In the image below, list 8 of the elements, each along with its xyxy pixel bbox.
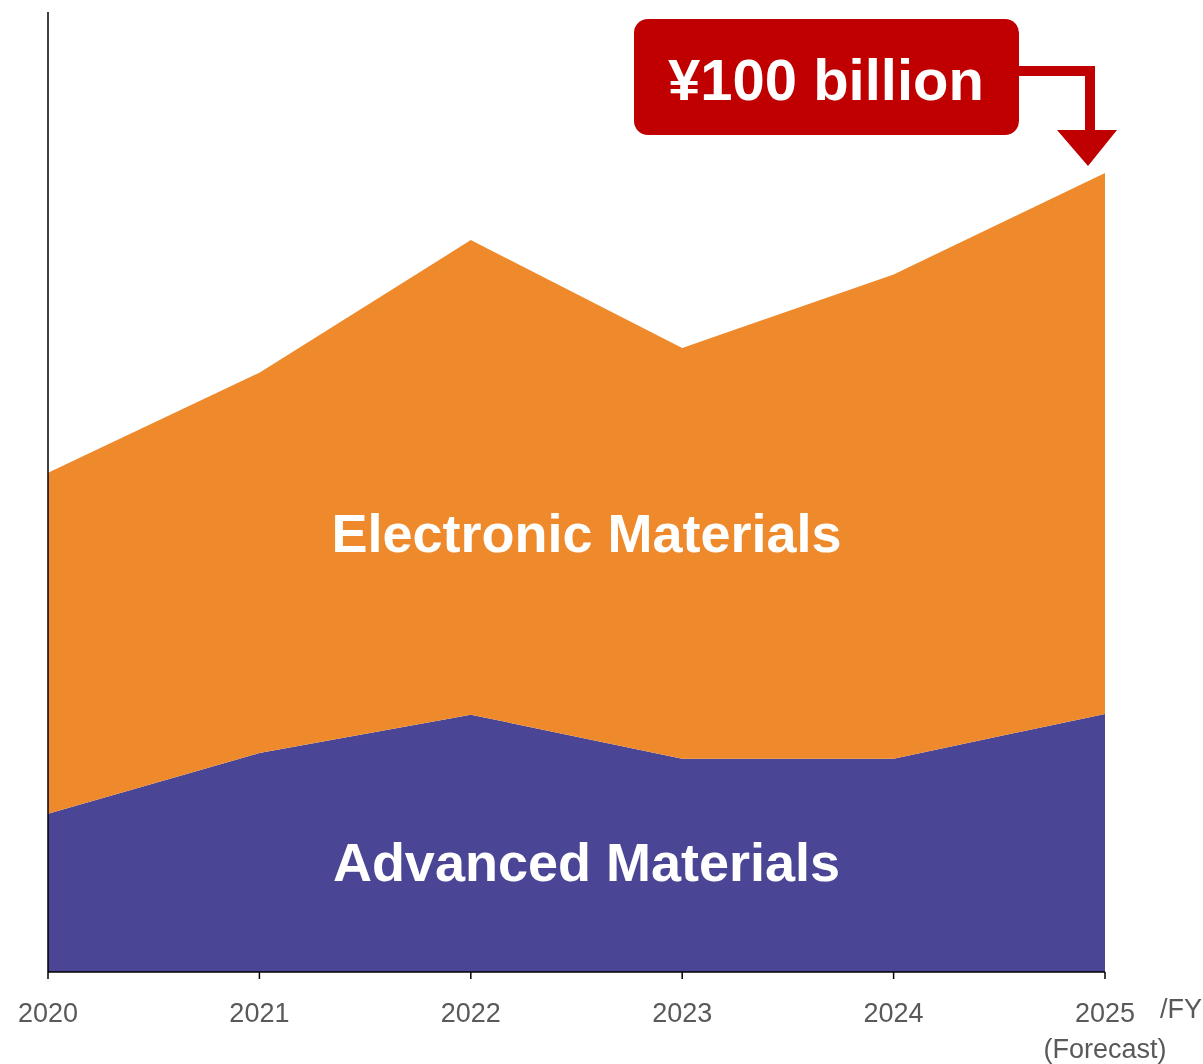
x-tick-label: 2020 <box>17 998 79 1028</box>
series-label: Electronic Materials <box>331 502 842 563</box>
x-tick-label: 2021 <box>229 998 290 1028</box>
x-tick-label: 2024 <box>863 998 924 1028</box>
x-tick-label: 2023 <box>652 998 713 1028</box>
x-tick-label: 2022 <box>440 998 501 1028</box>
series-label: Advanced Materials <box>332 831 841 892</box>
text: ¥100 billion <box>668 47 984 113</box>
